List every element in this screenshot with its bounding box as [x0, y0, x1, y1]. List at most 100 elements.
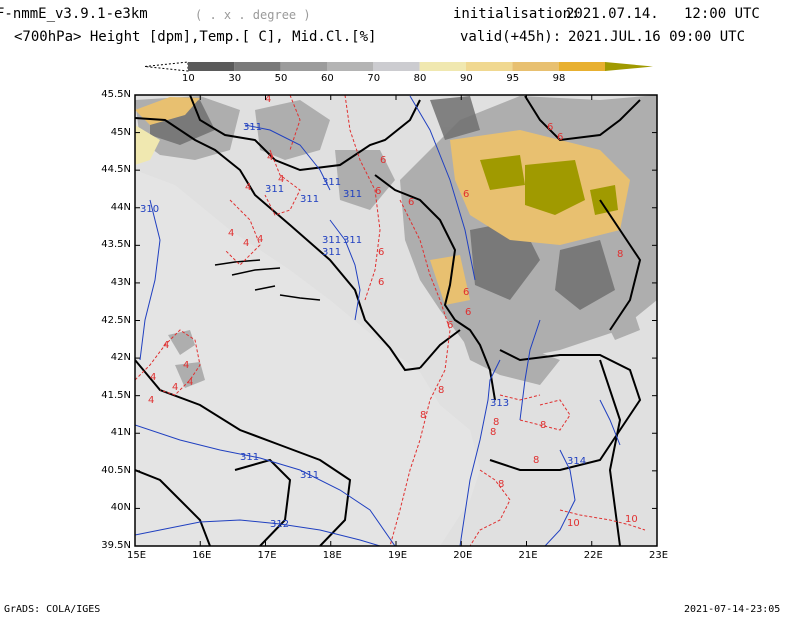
temperature-contour-label: 8 [490, 427, 496, 438]
height-contour-label: 311 [343, 189, 362, 200]
temperature-contours [135, 95, 646, 546]
height-contour-label: 310 [140, 204, 159, 215]
latitude-label: 40N [110, 502, 131, 514]
latitude-label: 45.5N [101, 89, 131, 100]
colorbar-high-arrow [605, 62, 653, 71]
temperature-contour-label: 6 [463, 287, 469, 298]
height-contour-label: 311 [240, 452, 259, 463]
latitude-label: 45N [110, 126, 131, 138]
temperature-contour-label: 6 [547, 122, 553, 133]
temperature-contour-label: 8 [420, 410, 426, 421]
temperature-contour-label: 6 [557, 132, 563, 143]
longitude-label: 15E [127, 550, 147, 561]
latitude-label: 43.5N [101, 239, 131, 251]
height-contour-label: 313 [490, 398, 509, 409]
height-contour-label: 311 [343, 235, 362, 246]
map-subtitle: <700hPa> Height [dpm],Temp.[ C], Mid.Cl.… [14, 29, 377, 45]
height-contour-label: 311 [322, 247, 341, 258]
longitude-label: 19E [388, 550, 408, 561]
height-contours [135, 95, 621, 546]
temperature-contour-label: 6 [378, 277, 384, 288]
longitude-label: 21E [518, 550, 538, 561]
latitude-label: 44.5N [101, 164, 131, 176]
colorbar-swatch [419, 62, 466, 71]
temperature-contour-label: 4 [183, 360, 189, 371]
temperature-contour-label: 4 [150, 372, 156, 383]
temperature-contour-label: 10 [567, 518, 580, 529]
init-label: initialisation: [453, 6, 580, 22]
longitude-label: 18E [322, 550, 342, 561]
latitude-label: 42.5N [101, 314, 131, 326]
temperature-contour-label: 4 [163, 340, 169, 351]
country-borders [135, 95, 642, 546]
colorbar-swatch [234, 62, 281, 71]
height-contour-label: 314 [567, 456, 586, 467]
colorbar-low-arrow [144, 61, 189, 72]
init-value: 2021.07.14. 12:00 UTC [566, 6, 760, 22]
temperature-contour-label: 4 [148, 395, 154, 406]
latitude-label: 41N [110, 427, 131, 439]
colorbar-label: 30 [228, 73, 242, 84]
projection-label: ( . x . degree ) [195, 8, 311, 22]
latitude-label: 42N [110, 352, 131, 364]
longitude-label: 22E [583, 550, 603, 561]
longitude-label: 20E [453, 550, 473, 561]
height-contour-label: 311 [243, 122, 262, 133]
height-contour-label: 311 [300, 470, 319, 481]
temperature-contour-label: 6 [463, 189, 469, 200]
temperature-contour-label: 4 [265, 94, 271, 105]
height-contour-label: 312 [270, 519, 289, 530]
latitude-label: 44N [110, 201, 131, 213]
colorbar-label: 90 [460, 73, 473, 84]
temperature-contour-label: 4 [267, 152, 273, 163]
latitude-label: 41.5N [101, 389, 131, 401]
height-contour-label: 311 [300, 194, 319, 205]
temperature-contour-label: 4 [172, 382, 178, 393]
temperature-contour-label: 8 [438, 385, 444, 396]
temperature-contour-label: 4 [278, 174, 284, 185]
footer-right: 2021-07-14-23:05 [684, 604, 781, 615]
colorbar-swatch [188, 62, 235, 71]
valid-value: 2021.JUL.16 09:00 UTC [568, 29, 746, 45]
temperature-contour-label: 6 [465, 307, 471, 318]
temperature-contour-label: 6 [447, 320, 453, 331]
temperature-contour-label: 4 [187, 377, 193, 388]
cloud-cover-yellow [135, 97, 630, 305]
colorbar [144, 61, 653, 72]
longitude-label: 23E [649, 550, 669, 561]
height-contour-label: 311 [265, 184, 284, 195]
colorbar-label: 70 [367, 73, 381, 84]
colorbar-label: 98 [552, 73, 566, 84]
temperature-contour-label: 4 [257, 234, 263, 245]
footer-left: GrADS: COLA/IGES [4, 604, 101, 615]
colorbar-label: 95 [506, 73, 520, 84]
temperature-contour-label: 6 [408, 197, 414, 208]
model-title: F-nmmE_v3.9.1-e3km [0, 6, 148, 22]
height-contour-label: 311 [322, 177, 341, 188]
colorbar-swatch [280, 62, 327, 71]
temperature-contour-label: 8 [617, 249, 623, 260]
longitude-label: 16E [192, 550, 212, 561]
temperature-contour-label: 8 [498, 479, 504, 490]
longitude-label: 17E [257, 550, 277, 561]
temperature-contour-label: 4 [228, 228, 234, 239]
valid-label: valid(+45h): [460, 29, 562, 45]
colorbar-label: 10 [182, 73, 195, 84]
colorbar-label: 60 [321, 73, 334, 84]
islands [214, 259, 321, 301]
temperature-contour-label: 8 [540, 420, 546, 431]
temperature-contour-label: 8 [493, 417, 499, 428]
colorbar-swatch [373, 62, 420, 71]
latitude-label: 39.5N [101, 540, 131, 551]
latitude-label: 40.5N [101, 464, 131, 476]
height-contour-label: 311 [322, 235, 341, 246]
colorbar-label: 80 [413, 73, 427, 84]
colorbar-swatch [327, 62, 374, 71]
colorbar-swatch [558, 62, 605, 71]
colorbar-swatch [512, 62, 559, 71]
temperature-contour-label: 6 [380, 155, 386, 166]
latitude-label: 43N [110, 276, 131, 288]
